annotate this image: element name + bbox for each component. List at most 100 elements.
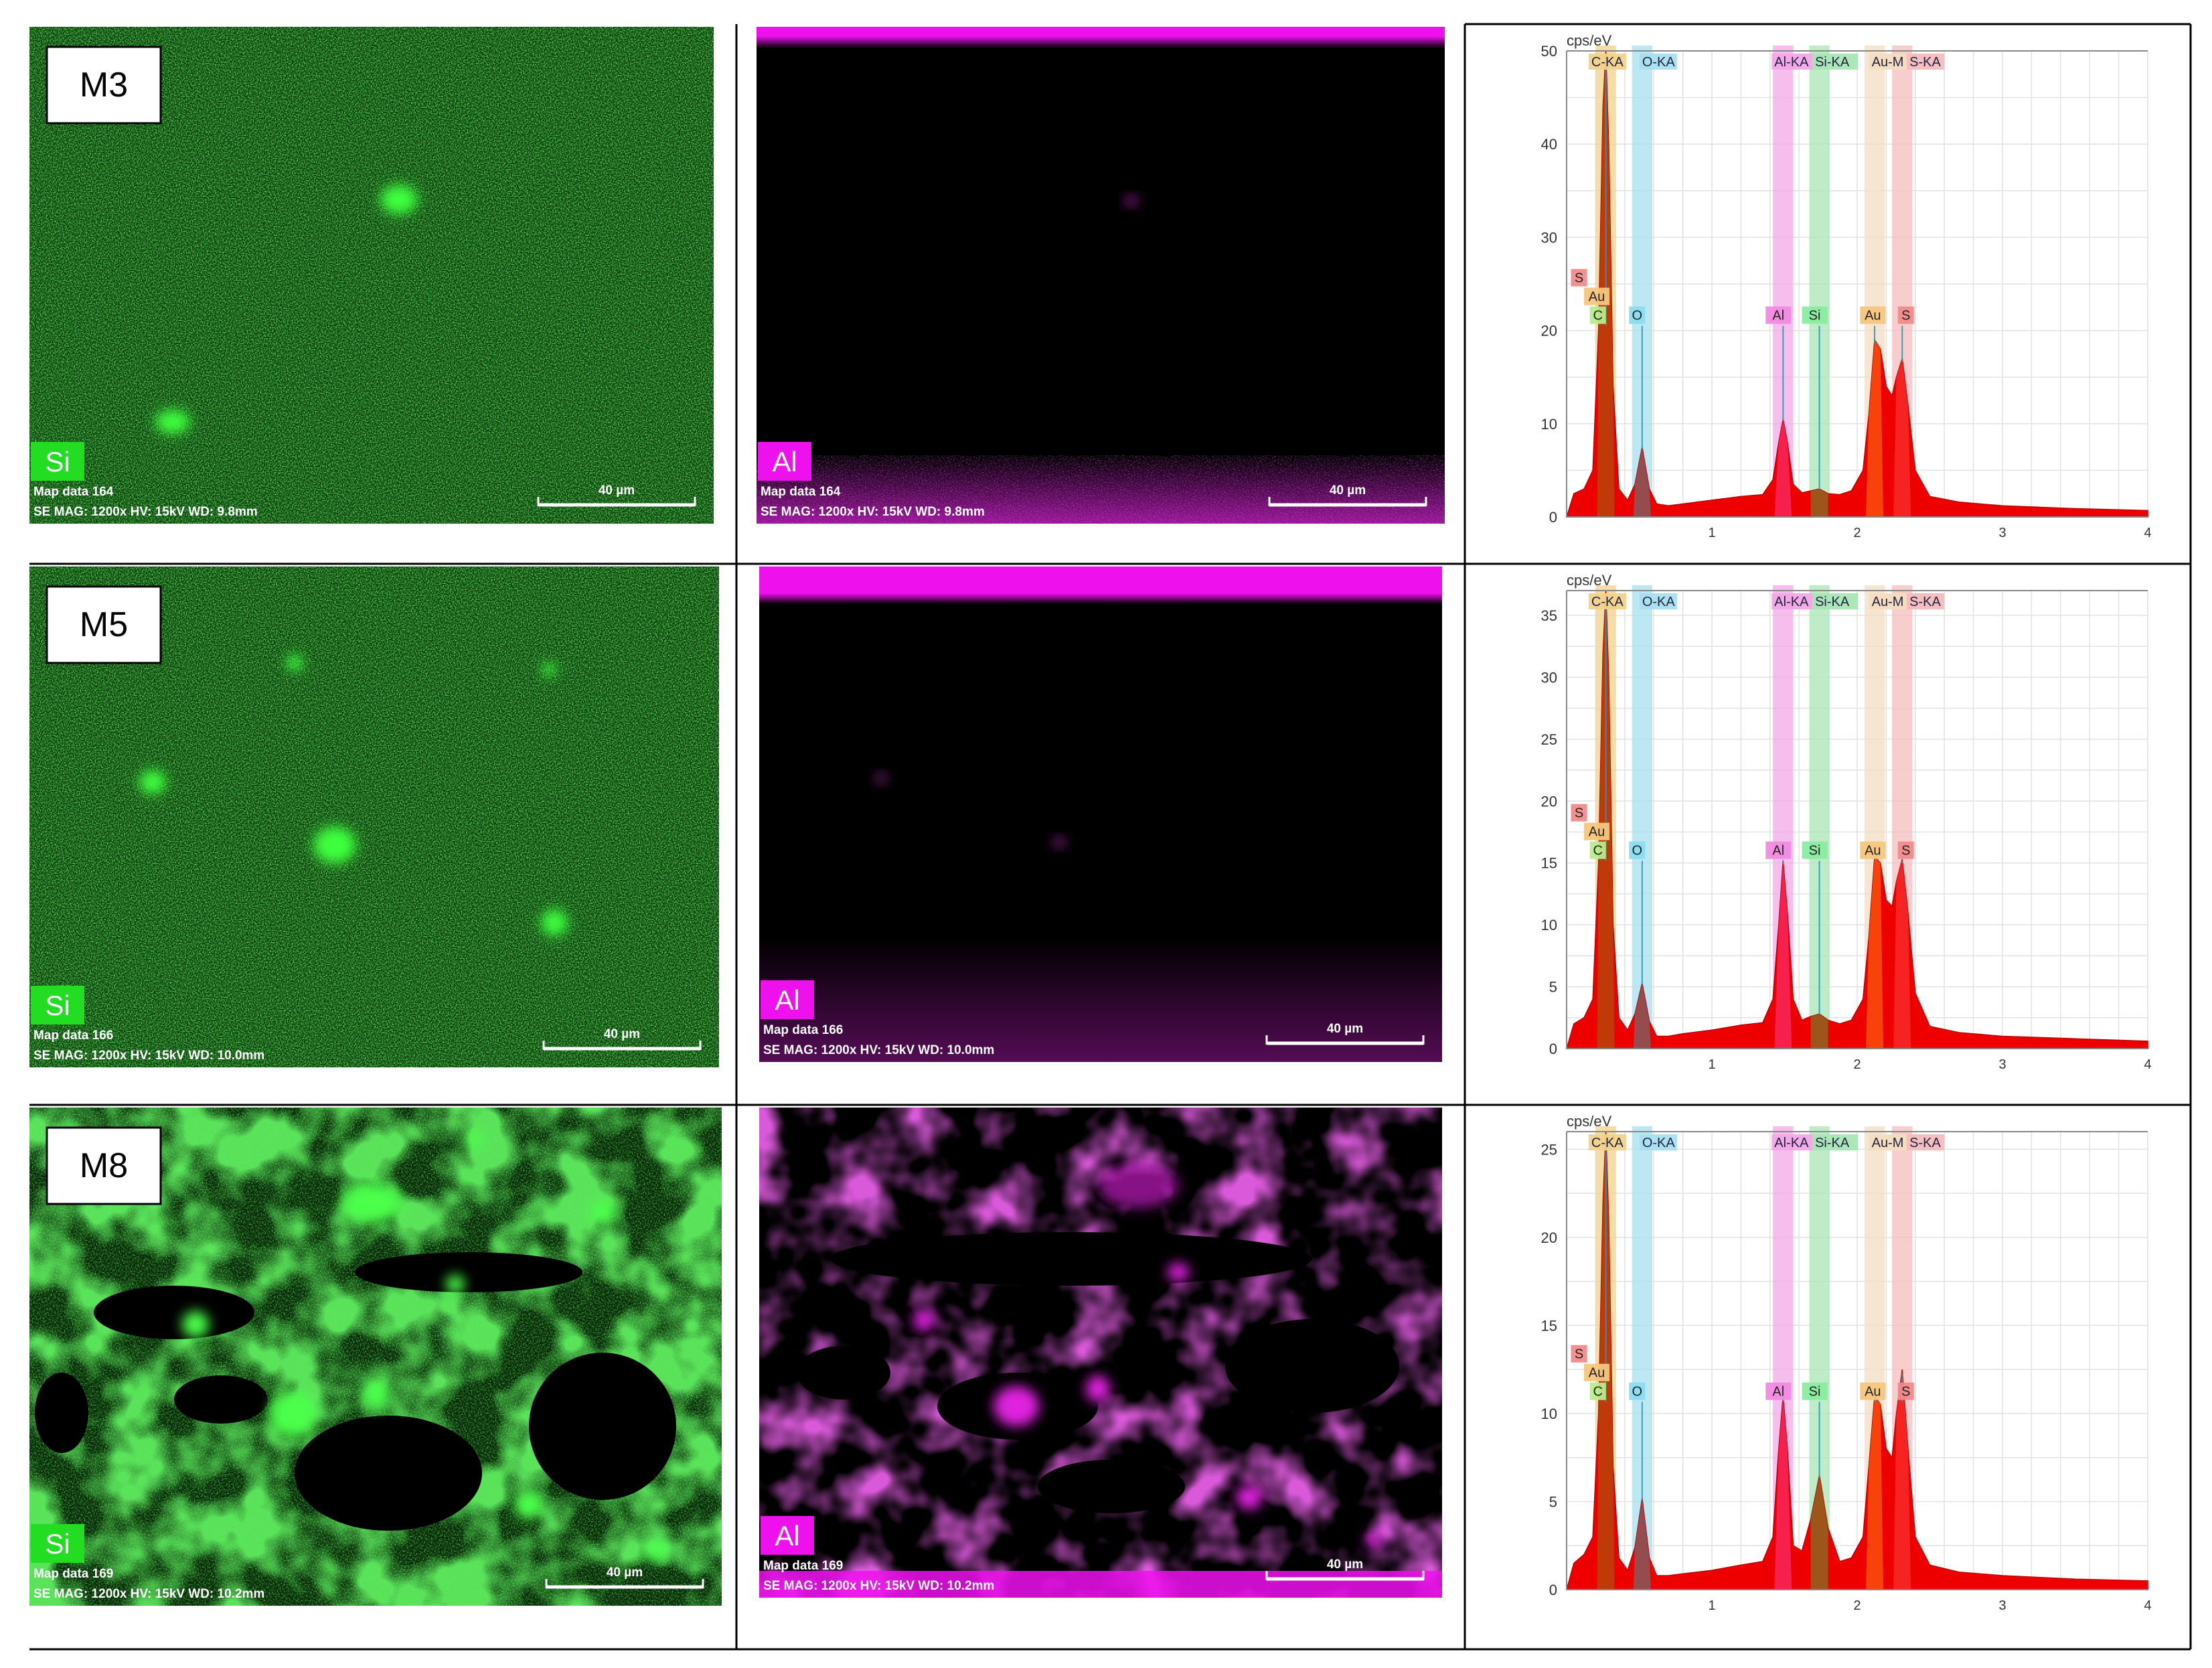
line-label-bg bbox=[1812, 1134, 1859, 1150]
peak-fill-al bbox=[1774, 860, 1792, 1049]
peak-fill-si bbox=[1810, 1475, 1828, 1590]
element-marker: S bbox=[1901, 1385, 1910, 1399]
line-label: C-KA bbox=[1591, 595, 1624, 609]
element-marker-bg bbox=[1589, 306, 1606, 324]
element-marker: Au bbox=[1589, 290, 1605, 305]
element-marker: C bbox=[1593, 309, 1602, 323]
y-tick-label: 10 bbox=[1541, 416, 1557, 433]
y-tick-label: 15 bbox=[1541, 855, 1557, 872]
line-label: S-KA bbox=[1909, 595, 1941, 609]
y-tick-label: 0 bbox=[1549, 1041, 1557, 1057]
peak-fill-si bbox=[1810, 1014, 1828, 1049]
element-marker-bg bbox=[1589, 841, 1606, 859]
al-map-m8 bbox=[759, 1108, 1442, 1598]
x-tick-label: 3 bbox=[1998, 1057, 2006, 1072]
line-label: Au-M bbox=[1872, 595, 1904, 609]
y-tick-label: 20 bbox=[1541, 793, 1557, 810]
line-label-bg bbox=[1771, 593, 1818, 609]
al-map-m5 bbox=[759, 566, 1442, 1062]
y-tick-label: 0 bbox=[1549, 509, 1557, 526]
x-tick-label: 3 bbox=[1998, 1598, 2006, 1613]
al-label-badge bbox=[761, 980, 814, 1019]
grid bbox=[1566, 50, 2148, 518]
line-label-bg bbox=[1639, 54, 1677, 70]
element-marker: S bbox=[1575, 271, 1583, 286]
line-label: Si-KA bbox=[1815, 1136, 1850, 1150]
peak-fill-o bbox=[1633, 447, 1651, 517]
grid bbox=[1566, 1132, 2148, 1590]
peak-fill-au bbox=[1866, 1395, 1884, 1590]
element-marker-bg bbox=[1765, 841, 1792, 859]
peak-fill-al bbox=[1774, 1395, 1792, 1590]
line-label-bg bbox=[1869, 593, 1907, 609]
si-map-overlay: Si Map data 164 SE MAG: 1200x HV: 15kV WD:… bbox=[31, 442, 696, 519]
element-marker-bg bbox=[1629, 841, 1646, 859]
spectrum-area bbox=[1565, 50, 2148, 518]
al-label-text: Al bbox=[772, 446, 797, 477]
al-map-m3 bbox=[757, 27, 1445, 524]
y-tick-label: 10 bbox=[1541, 917, 1557, 933]
x-tick-label: 4 bbox=[2144, 1057, 2151, 1072]
grid bbox=[1566, 591, 2148, 1049]
element-marker-bg bbox=[1629, 1382, 1646, 1400]
line-label: Au-M bbox=[1872, 55, 1904, 70]
x-tick-label: 2 bbox=[1853, 526, 1861, 540]
spectrum-m3: 0 10 20 30 40 50 1 2 3 4 cps/eV C-KA O-KA Al-KA Si-KA A… bbox=[1541, 32, 2152, 540]
element-marker: O bbox=[1632, 1385, 1643, 1399]
line-label-bg bbox=[1869, 54, 1907, 70]
al-map-overlay: Al Map data 169 SE MAG: 1200x HV: 15kV WD:… bbox=[761, 1516, 1425, 1593]
element-marker-bg bbox=[1860, 841, 1886, 859]
y-tick-label: 30 bbox=[1541, 229, 1557, 246]
element-marker-bg bbox=[1571, 804, 1587, 822]
line-label-bg bbox=[1639, 1134, 1677, 1150]
line-label: Si-KA bbox=[1815, 55, 1850, 70]
si-label-badge bbox=[31, 1524, 84, 1563]
map-caption-1: Map data 164 bbox=[33, 485, 114, 499]
x-tick-label: 3 bbox=[1998, 526, 2006, 540]
element-marker-bg bbox=[1571, 1345, 1587, 1363]
element-marker-bg bbox=[1584, 1363, 1610, 1381]
line-label-bg bbox=[1588, 54, 1626, 70]
scale-bar-label: 40 µm bbox=[1327, 1558, 1363, 1572]
element-marker: Si bbox=[1809, 1385, 1821, 1399]
x-tick-label: 4 bbox=[2144, 1598, 2151, 1613]
y-tick-label: 5 bbox=[1549, 979, 1557, 996]
map-caption-2: SE MAG: 1200x HV: 15kV WD: 9.8mm bbox=[33, 505, 258, 519]
sample-label-m8: M8 bbox=[46, 1126, 162, 1205]
element-marker: Si bbox=[1809, 309, 1821, 323]
spectrum-area bbox=[1565, 590, 2148, 1049]
element-marker: S bbox=[1575, 1347, 1583, 1362]
peak-fill-au bbox=[1866, 339, 1884, 517]
line-label: S-KA bbox=[1909, 1136, 1941, 1150]
y-axis-label: cps/eV bbox=[1567, 572, 1612, 589]
element-marker: Au bbox=[1865, 844, 1881, 858]
element-marker: Si bbox=[1809, 844, 1821, 858]
y-tick-label: 10 bbox=[1541, 1406, 1557, 1422]
map-caption-1: Map data 164 bbox=[761, 485, 841, 499]
map-caption-2: SE MAG: 1200x HV: 15kV WD: 10.0mm bbox=[763, 1043, 994, 1057]
line-label-bg bbox=[1907, 1134, 1945, 1150]
element-marker: Au bbox=[1589, 825, 1605, 840]
line-label-bg bbox=[1588, 1134, 1626, 1150]
scale-bar-label: 40 µm bbox=[1327, 1022, 1363, 1036]
element-marker: Au bbox=[1865, 1385, 1881, 1399]
element-marker-bg bbox=[1584, 287, 1610, 305]
line-label-bg bbox=[1639, 593, 1677, 609]
element-marker-bg bbox=[1629, 306, 1646, 324]
peak-fill-s bbox=[1893, 859, 1911, 1049]
line-label-bg bbox=[1869, 1134, 1907, 1150]
element-marker: O bbox=[1632, 309, 1643, 323]
al-map-overlay: Al Map data 164 SE MAG: 1200x HV: 15kV WD:… bbox=[758, 442, 1427, 519]
line-label: Au-M bbox=[1872, 1136, 1904, 1150]
al-label-text: Al bbox=[775, 1520, 799, 1551]
element-marker-bg bbox=[1765, 306, 1792, 324]
element-marker: O bbox=[1632, 844, 1643, 858]
al-label-badge bbox=[761, 1516, 814, 1555]
line-label-bg bbox=[1907, 593, 1945, 609]
scale-bar-label: 40 µm bbox=[1330, 483, 1366, 498]
line-label: C-KA bbox=[1591, 1136, 1624, 1150]
map-caption-2: SE MAG: 1200x HV: 15kV WD: 10.2mm bbox=[763, 1579, 994, 1593]
element-marker: S bbox=[1901, 309, 1910, 323]
line-label: O-KA bbox=[1642, 595, 1676, 609]
